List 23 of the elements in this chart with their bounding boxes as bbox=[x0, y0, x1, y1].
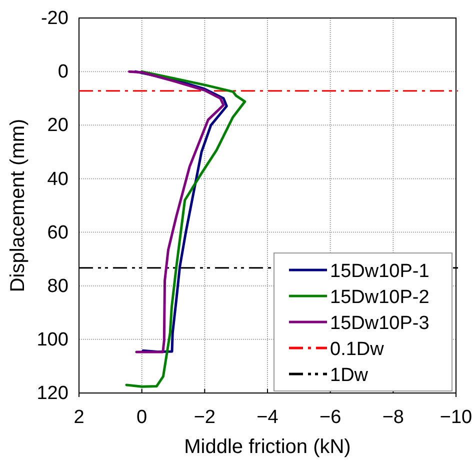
y-tick-label: 80 bbox=[47, 276, 68, 297]
x-tick-label: −8 bbox=[382, 406, 404, 428]
y-tick-label: 0 bbox=[58, 62, 68, 83]
x-tick-label: 0 bbox=[136, 406, 148, 428]
legend-label: 15Dw10P-1 bbox=[330, 261, 430, 282]
line-series bbox=[125, 70, 246, 388]
x-tick-label: 2 bbox=[74, 406, 84, 428]
y-tick-label: 120 bbox=[36, 383, 68, 404]
y-tick-label: 40 bbox=[47, 168, 68, 190]
legend-label: 0.1Dw bbox=[330, 339, 384, 360]
legend-label: 15Dw10P-2 bbox=[330, 287, 430, 308]
y-axis-title: Displacement (mm) bbox=[7, 118, 29, 292]
x-tick-label: −10 bbox=[440, 406, 472, 428]
y-tick-label: -20 bbox=[40, 8, 68, 30]
y-tick-label: 20 bbox=[47, 115, 68, 136]
legend-label: 15Dw10P-3 bbox=[330, 313, 430, 334]
legend-label: 1Dw bbox=[330, 365, 368, 386]
x-axis-title: Middle friction (kN) bbox=[184, 436, 351, 458]
y-tick-label: 60 bbox=[47, 222, 68, 244]
x-tick-label: −4 bbox=[256, 406, 279, 428]
x-tick-label: −6 bbox=[319, 406, 342, 428]
x-tick-label: −2 bbox=[194, 406, 216, 428]
y-tick-label: 100 bbox=[36, 330, 68, 351]
